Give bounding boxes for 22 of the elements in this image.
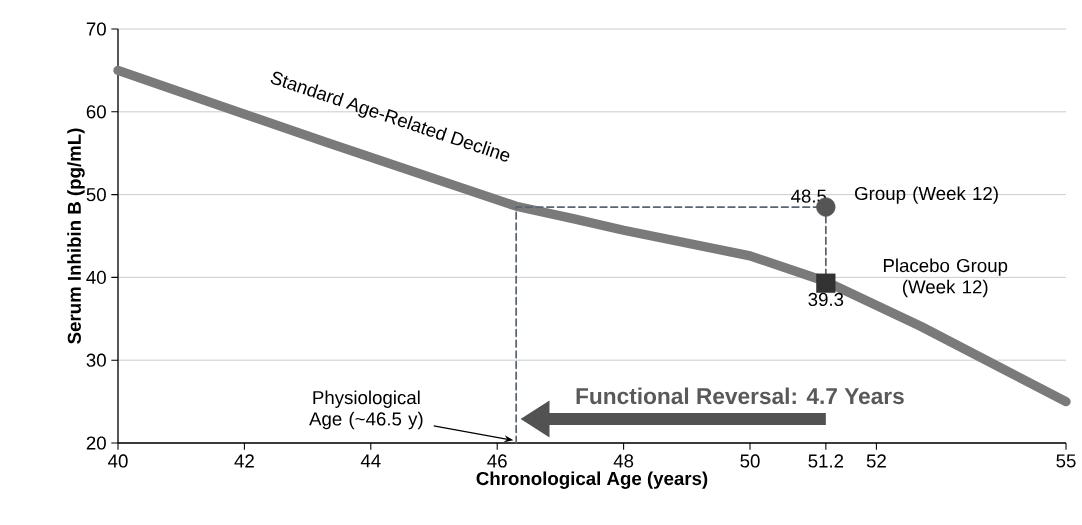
x-tick-label: 46 <box>487 454 507 468</box>
data-label: 39.3 <box>808 292 844 307</box>
x-tick-label: 52 <box>866 454 886 468</box>
y-tick-label: 60 <box>86 105 106 119</box>
y-tick-label: 40 <box>86 270 106 285</box>
x-tick-label: 50 <box>740 454 760 468</box>
x-tick-label: 44 <box>360 454 381 468</box>
text: Placebo Group (Week 12) <box>883 258 1008 298</box>
x-tick-label: 40 <box>108 454 128 468</box>
x-tick-label: 55 <box>1056 454 1076 468</box>
annotation: Physiological Age (~46.5 y) <box>309 390 423 430</box>
y-tick-label: 50 <box>86 187 106 202</box>
y-tick-label: 20 <box>86 436 106 450</box>
y-tick-label: 30 <box>86 353 106 367</box>
y-tick-label: 70 <box>86 22 106 36</box>
y-axis-title: Serum Inhibin B (pg/mL) <box>67 128 85 344</box>
x-tick-label: 51.2 <box>808 454 844 468</box>
x-tick-label: 42 <box>234 454 254 468</box>
annotation: Functional Reversal: 4.7 Years <box>576 387 904 405</box>
x-tick-label: 48 <box>613 454 634 468</box>
series-label: Group (Week 12) <box>855 186 998 204</box>
x-axis-title: Chronological Age (years) <box>476 471 708 489</box>
